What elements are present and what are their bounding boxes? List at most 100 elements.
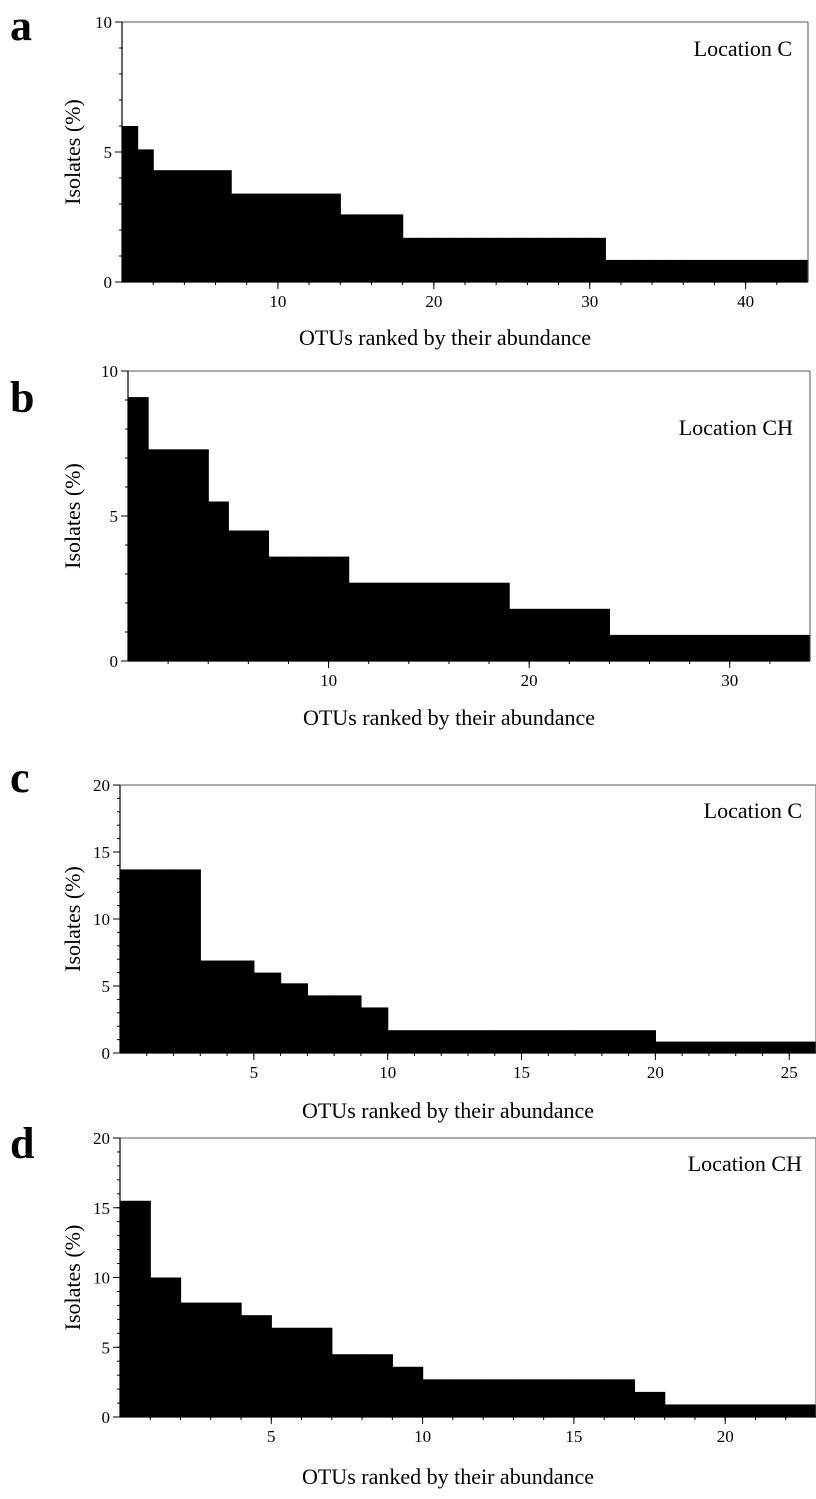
location-label: Location C — [694, 36, 792, 61]
bar — [609, 634, 631, 661]
bar — [575, 1030, 603, 1053]
bar — [180, 1302, 212, 1417]
panel-letter: c — [10, 753, 30, 802]
y-axis-title: Isolates (%) — [60, 99, 85, 205]
bar — [682, 1041, 710, 1053]
bar — [489, 582, 510, 661]
bar — [148, 449, 169, 661]
panel-letter: a — [10, 1, 32, 50]
bar — [150, 1277, 182, 1417]
y-axis-title: Isolates (%) — [60, 866, 85, 972]
x-tick-label: 5 — [267, 1427, 276, 1446]
bar — [604, 1379, 636, 1417]
y-tick-label: 15 — [93, 843, 110, 862]
x-tick-label: 20 — [521, 671, 538, 690]
bar — [789, 634, 811, 661]
bar — [241, 1315, 272, 1417]
bar — [184, 170, 201, 282]
y-tick-label: 20 — [93, 1129, 110, 1148]
bar — [448, 582, 470, 661]
bar — [355, 214, 373, 282]
bar — [371, 214, 388, 282]
bar — [441, 1030, 469, 1053]
bar — [307, 995, 335, 1053]
bar — [210, 1302, 242, 1417]
bar — [789, 1041, 816, 1053]
x-tick-label: 5 — [250, 1063, 259, 1082]
bar — [200, 960, 228, 1053]
bar — [683, 259, 700, 282]
bar — [153, 170, 170, 282]
bar — [573, 1379, 605, 1417]
bar — [308, 556, 330, 661]
bar — [636, 259, 653, 282]
bar — [629, 634, 651, 661]
bar — [468, 1030, 496, 1053]
y-tick-label: 5 — [104, 143, 113, 162]
bar — [288, 556, 310, 661]
y-tick-label: 0 — [110, 652, 119, 671]
bar — [246, 193, 263, 282]
y-tick-label: 10 — [101, 362, 118, 381]
y-tick-label: 15 — [93, 1199, 110, 1218]
bar — [669, 634, 691, 661]
bar — [480, 237, 497, 282]
y-tick-label: 20 — [93, 776, 110, 795]
bar — [785, 1404, 816, 1417]
bar — [199, 170, 217, 282]
bar — [589, 237, 606, 282]
bar — [735, 1041, 764, 1053]
y-tick-label: 0 — [104, 273, 113, 292]
chart-panel-c: 0 5 10 15 20 5 10 15 20 25 c Location C OTUs ranked … — [10, 753, 816, 1123]
bar — [574, 237, 591, 282]
bar — [664, 1404, 696, 1417]
bar — [709, 634, 731, 661]
bar — [215, 170, 232, 282]
bar — [465, 237, 482, 282]
bar — [511, 237, 528, 282]
bar — [730, 259, 747, 282]
bar — [360, 1007, 389, 1053]
bar — [543, 1379, 575, 1417]
bar — [328, 556, 350, 661]
bar — [227, 960, 255, 1053]
y-axis-title: Isolates (%) — [60, 463, 85, 569]
x-tick-label: 20 — [717, 1427, 734, 1446]
x-axis-title: OTUs ranked by their abundance — [299, 325, 591, 350]
bar — [762, 1041, 790, 1053]
panel-letter: b — [10, 373, 34, 422]
x-tick-label: 40 — [737, 292, 754, 311]
bar — [271, 1327, 303, 1417]
x-tick-label: 20 — [425, 292, 442, 311]
bar — [749, 634, 771, 661]
bar — [652, 259, 669, 282]
bar — [146, 869, 175, 1053]
bar — [494, 1030, 523, 1053]
bar — [792, 259, 809, 282]
bar — [761, 259, 778, 282]
bar — [628, 1030, 656, 1053]
bar — [324, 193, 341, 282]
bar — [120, 869, 148, 1053]
bar — [655, 1041, 683, 1053]
bar — [248, 530, 270, 661]
bar — [422, 1379, 454, 1417]
bar — [208, 501, 229, 661]
bar — [428, 582, 450, 661]
bar — [277, 193, 295, 282]
bar — [729, 634, 751, 661]
bar — [293, 193, 310, 282]
x-tick-label: 15 — [565, 1427, 582, 1446]
bar — [755, 1404, 787, 1417]
bar — [262, 193, 279, 282]
bar — [634, 1391, 666, 1417]
bar — [433, 237, 451, 282]
bar — [542, 237, 560, 282]
x-axis-title: OTUs ranked by their abundance — [302, 1098, 594, 1123]
y-tick-label: 10 — [93, 910, 110, 929]
bar — [402, 237, 419, 282]
bar — [128, 397, 149, 661]
bar — [725, 1404, 757, 1417]
bar — [513, 1379, 545, 1417]
